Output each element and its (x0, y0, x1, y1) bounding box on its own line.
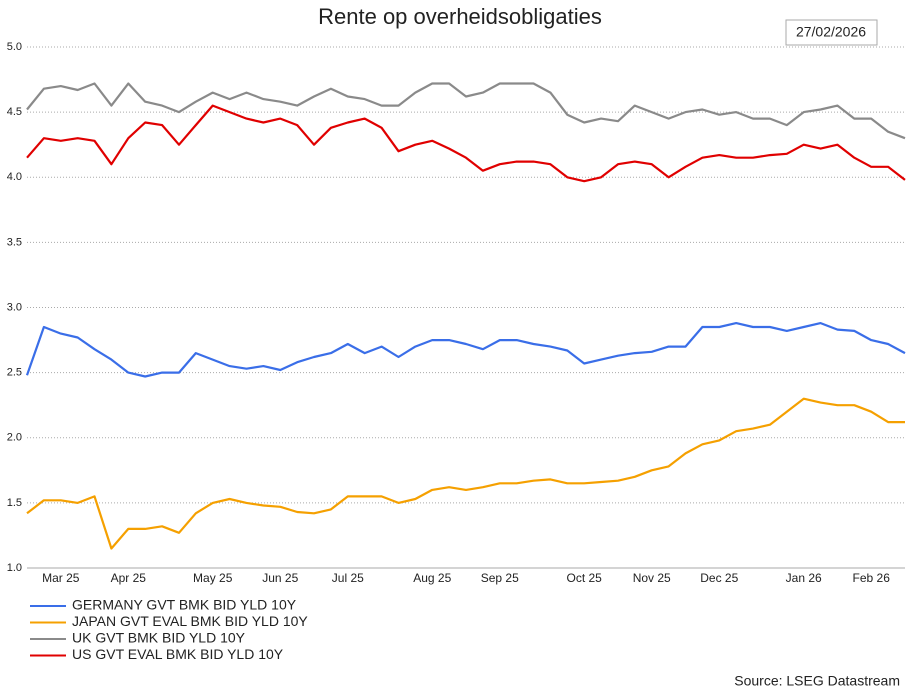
x-tick-label: Jun 25 (262, 571, 298, 585)
y-tick-label: 3.5 (7, 236, 22, 248)
x-tick-label: Feb 26 (853, 571, 891, 585)
date-label: 27/02/2026 (796, 24, 866, 40)
x-tick-label: Oct 25 (567, 571, 603, 585)
series-line (26, 82, 906, 140)
legend-label: JAPAN GVT EVAL BMK BID YLD 10Y (72, 613, 308, 629)
y-tick-label: 4.0 (7, 171, 22, 183)
y-tick-label: 5.0 (7, 41, 22, 53)
legend-label: UK GVT BMK BID YLD 10Y (72, 630, 246, 646)
series-line (26, 104, 906, 183)
x-tick-label: Mar 25 (42, 571, 80, 585)
x-tick-label: Apr 25 (111, 571, 147, 585)
y-tick-label: 1.0 (7, 562, 22, 574)
y-tick-label: 4.5 (7, 106, 22, 118)
source: Source: LSEG Datastream (734, 673, 900, 689)
x-tick-label: Nov 25 (633, 571, 671, 585)
x-tick-label: Sep 25 (481, 571, 519, 585)
y-tick-label: 3.0 (7, 301, 22, 313)
y-tick-label: 2.0 (7, 432, 22, 444)
chart-title: Rente op overheidsobligaties (318, 4, 602, 29)
series-line (26, 397, 905, 550)
y-tick-label: 1.5 (7, 497, 22, 509)
legend-label: US GVT EVAL BMK BID YLD 10Y (72, 646, 284, 662)
x-tick-label: Jan 26 (786, 571, 822, 585)
x-tick-label: May 25 (193, 571, 233, 585)
y-tick-label: 2.5 (7, 367, 22, 379)
series-line (25, 322, 906, 378)
legend-label: GERMANY GVT BMK BID YLD 10Y (72, 597, 297, 613)
date-box (785, 19, 878, 46)
x-tick-label: Dec 25 (700, 571, 738, 585)
x-tick-label: Jul 25 (332, 571, 364, 585)
x-tick-label: Aug 25 (413, 571, 451, 585)
